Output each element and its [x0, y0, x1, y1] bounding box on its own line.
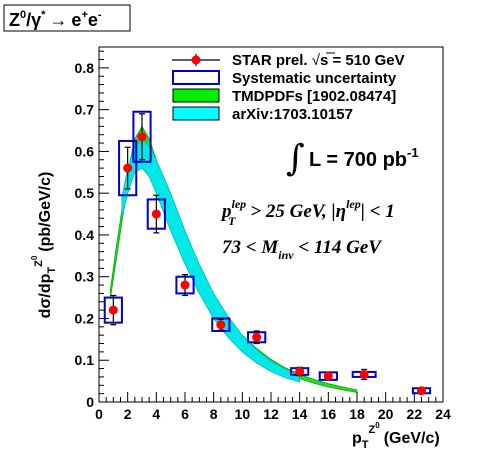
- x-tick-label: 0: [95, 406, 103, 422]
- cut-lepton-pt-eta: plep T > 25 GeV, |ηlep| < 1: [220, 197, 395, 228]
- data-point: [123, 163, 133, 173]
- integral-symbol: ∫: [286, 138, 305, 179]
- data-point: [359, 369, 369, 379]
- data-point: [151, 209, 161, 219]
- axis-ticks: 0 2 4 6 8 10 12 14 16 18 20 22 2400.10.20.30.40.50.6…: [75, 50, 451, 422]
- syst-box: [132, 110, 152, 163]
- x-tick-label: 8: [210, 406, 218, 422]
- x-tick-label: 24: [435, 406, 451, 422]
- cut-invariant-mass: 73 < Minv < 114 GeV: [222, 237, 382, 262]
- legend-swatch: [172, 70, 220, 85]
- legend-label: Systematic uncertainty: [232, 70, 397, 87]
- x-tick-label: 6: [181, 406, 189, 422]
- syst-box: [118, 139, 138, 197]
- x-axis-title: pTZ0(GeV/c): [352, 421, 440, 451]
- y-tick-label: 0.6: [75, 143, 95, 159]
- x-tick-label: 10: [235, 406, 251, 422]
- y-tick-label: 0.1: [75, 352, 95, 368]
- data-points: [103, 110, 432, 396]
- data-point: [108, 305, 118, 315]
- process-label: Z0/γ* → e+e-: [3, 4, 131, 32]
- legend-marker-point: [191, 55, 201, 65]
- x-tick-label: 14: [292, 406, 308, 422]
- y-tick-label: 0.2: [75, 310, 95, 326]
- legend-swatch: [172, 88, 220, 103]
- x-tick-label: 4: [152, 406, 160, 422]
- x-tick-label: 18: [349, 406, 365, 422]
- x-tick-label: 20: [378, 406, 394, 422]
- data-point: [323, 371, 333, 381]
- y-tick-label: 0.3: [75, 269, 95, 285]
- legend-label: STAR prel. √s = 510 GeV: [232, 52, 405, 69]
- x-tick-label: 12: [263, 406, 279, 422]
- y-axis-title: dσ/dpTZ0(pb/GeV/c): [30, 172, 58, 319]
- data-point: [216, 320, 226, 330]
- data-point: [180, 280, 190, 290]
- y-tick-label: 0.5: [75, 185, 95, 201]
- data-point: [137, 132, 147, 142]
- y-tick-label: 0.7: [75, 102, 95, 118]
- data-point: [417, 386, 426, 396]
- legend-swatch: [172, 106, 220, 121]
- data-point: [295, 367, 305, 377]
- y-tick-label: 0.8: [75, 60, 95, 76]
- legend-label: arXiv:1703.10157: [232, 106, 353, 123]
- y-tick-label: 0: [86, 394, 94, 410]
- luminosity-label: ∫ L = 700 pb-1: [286, 138, 419, 179]
- syst-box: [211, 317, 231, 332]
- svg-text:Z0/γ*→e+e-: Z0/γ* → e+e-: [9, 9, 102, 30]
- x-tick-label: 2: [124, 406, 132, 422]
- x-tick-label: 22: [407, 406, 423, 422]
- legend-label: TMDPDFs [1902.08474]: [232, 88, 396, 105]
- data-point: [252, 332, 262, 342]
- svg-text:L = 700 pb-1: L = 700 pb-1: [309, 145, 419, 171]
- x-tick-label: 16: [321, 406, 337, 422]
- y-tick-label: 0.4: [75, 227, 95, 243]
- arxiv-band: [121, 138, 301, 383]
